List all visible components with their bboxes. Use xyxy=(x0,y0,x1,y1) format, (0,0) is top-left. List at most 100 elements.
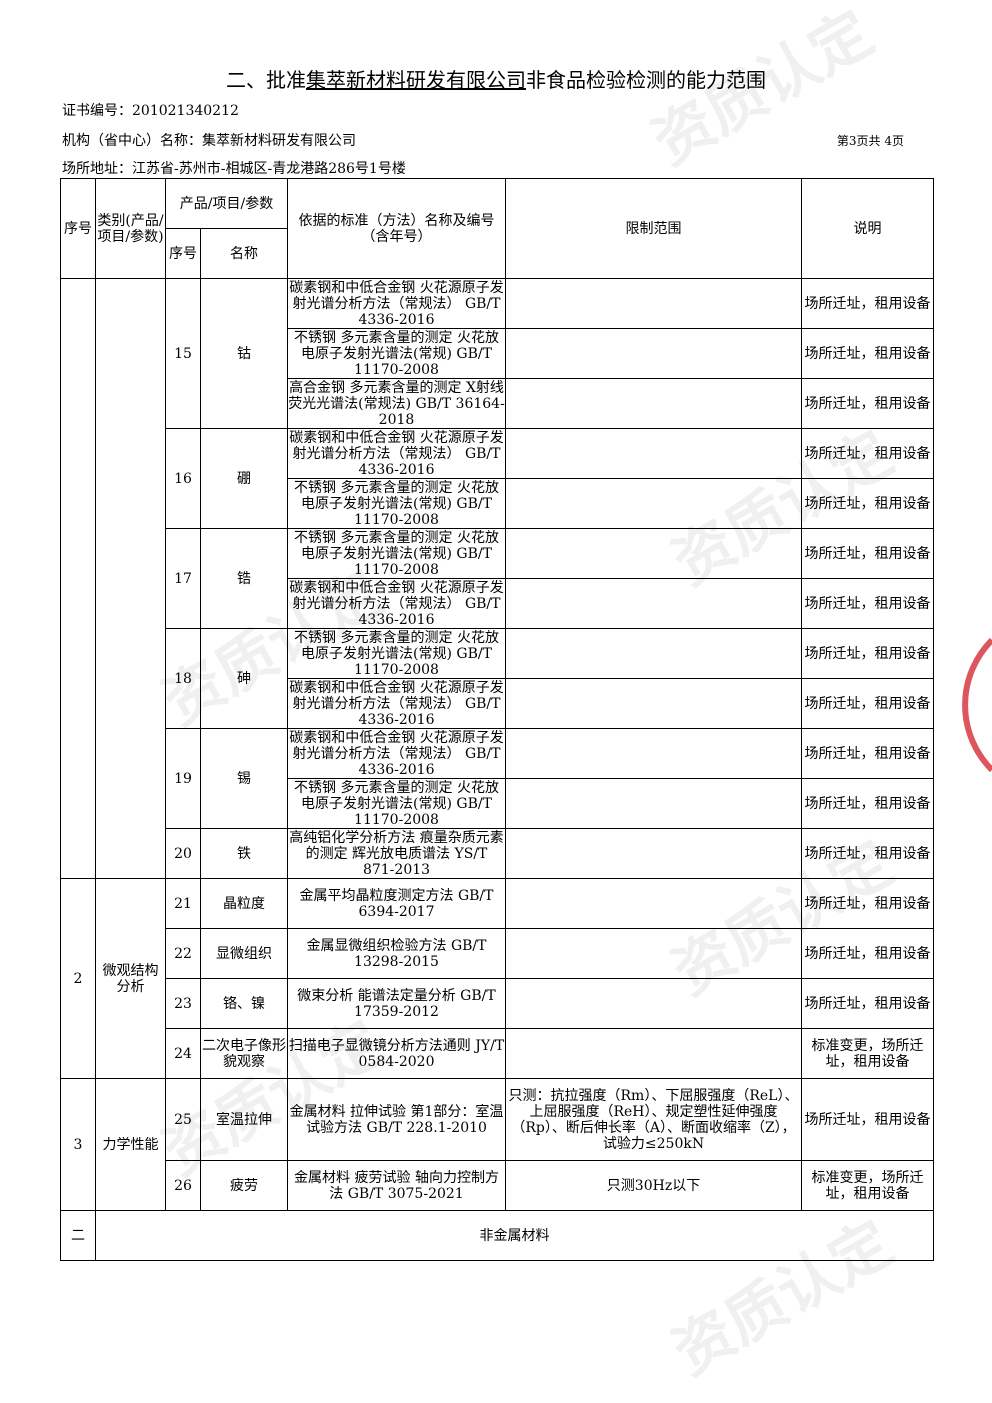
header-product: 产品/项目/参数 xyxy=(165,178,288,229)
table-row: 不锈钢 多元素含量的测定 火花放电原子发射光谱法(常规) GB/T 11170-… xyxy=(61,778,934,829)
item-number-text: 24 xyxy=(174,1045,192,1062)
table-row: 不锈钢 多元素含量的测定 火花放电原子发射光谱法(常规) GB/T 11170-… xyxy=(61,478,934,529)
section-seq-text: 二 xyxy=(71,1227,85,1244)
note-cell: 场所迁址，租用设备 xyxy=(801,728,934,779)
limit-cell xyxy=(505,628,802,679)
standard-cell: 高合金钢 多元素含量的测定 X射线荧光光谱法(常规法) GB/T 36164-2… xyxy=(287,378,506,429)
item-number: 20 xyxy=(165,828,201,879)
note-cell-text: 场所迁址，租用设备 xyxy=(804,695,931,712)
standard-cell-text: 碳素钢和中低合金钢 火花源原子发射光谱分析方法（常规法） GB/T 4336-2… xyxy=(289,679,504,728)
limit-cell xyxy=(505,278,802,329)
limit-cell xyxy=(505,328,802,379)
standard-cell-text: 微束分析 能谱法定量分析 GB/T 17359-2012 xyxy=(297,987,496,1020)
title-suffix: 非食品检验检测的能力范围 xyxy=(526,68,766,92)
group-category-text: 微观结构分析 xyxy=(102,962,159,995)
note-cell-text: 场所迁址，租用设备 xyxy=(804,395,931,412)
item-name-text: 锡 xyxy=(237,770,251,787)
limit-cell xyxy=(505,1028,802,1079)
red-seal-stamp xyxy=(962,637,992,773)
standard-cell-text: 金属材料 拉伸试验 第1部分：室温试验方法 GB/T 228.1-2010 xyxy=(289,1103,504,1136)
item-number-text: 25 xyxy=(174,1111,192,1128)
standard-cell-text: 不锈钢 多元素含量的测定 火花放电原子发射光谱法(常规) GB/T 11170-… xyxy=(294,629,499,678)
group-seq-text: 2 xyxy=(73,970,83,987)
standard-cell-text: 不锈钢 多元素含量的测定 火花放电原子发射光谱法(常规) GB/T 11170-… xyxy=(294,329,499,378)
item-number: 25 xyxy=(165,1078,201,1161)
note-cell: 标准变更，场所迁址，租用设备 xyxy=(801,1028,934,1079)
limit-cell xyxy=(505,828,802,879)
limit-cell-text: 只测30Hz以下 xyxy=(606,1177,701,1194)
group-category: 力学性能 xyxy=(95,1078,166,1211)
item-number: 16 xyxy=(165,428,201,529)
header-sub-seq: 序号 xyxy=(165,228,201,279)
note-cell-text: 场所迁址，租用设备 xyxy=(804,795,931,812)
standard-cell-text: 碳素钢和中低合金钢 火花源原子发射光谱分析方法（常规法） GB/T 4336-2… xyxy=(289,579,504,628)
group-category-text: 力学性能 xyxy=(102,1136,159,1153)
header-standard: 依据的标准（方法）名称及编号（含年号） xyxy=(287,178,506,279)
standard-cell-text: 碳素钢和中低合金钢 火花源原子发射光谱分析方法（常规法） GB/T 4336-2… xyxy=(289,429,504,478)
item-number-text: 19 xyxy=(174,770,192,787)
standard-cell: 碳素钢和中低合金钢 火花源原子发射光谱分析方法（常规法） GB/T 4336-2… xyxy=(287,428,506,479)
limit-cell xyxy=(505,428,802,479)
standard-cell: 碳素钢和中低合金钢 火花源原子发射光谱分析方法（常规法） GB/T 4336-2… xyxy=(287,278,506,329)
standard-cell: 不锈钢 多元素含量的测定 火花放电原子发射光谱法(常规) GB/T 11170-… xyxy=(287,478,506,529)
item-number-text: 18 xyxy=(174,670,192,687)
limit-cell xyxy=(505,678,802,729)
item-number: 19 xyxy=(165,728,201,829)
stamp-outer-ring xyxy=(962,637,992,773)
note-cell: 场所迁址，租用设备 xyxy=(801,778,934,829)
org-name: 机构（省中心）名称：集萃新材料研发有限公司 xyxy=(62,133,356,149)
standard-cell: 碳素钢和中低合金钢 火花源原子发射光谱分析方法（常规法） GB/T 4336-2… xyxy=(287,578,506,629)
capability-table: 序号 类别(产品/项目/参数) 产品/项目/参数 依据的标准（方法）名称及编号（… xyxy=(60,178,934,1261)
item-name: 铁 xyxy=(200,828,288,879)
table-row: 3 力学性能 25 室温拉伸 金属材料 拉伸试验 第1部分：室温试验方法 GB/T 22… xyxy=(60,1078,934,1211)
header-note: 说明 xyxy=(801,178,934,279)
note-cell-text: 场所迁址，租用设备 xyxy=(804,545,931,562)
item-number: 24 xyxy=(165,1028,201,1079)
item-name-text: 显微组织 xyxy=(216,945,272,962)
limit-cell xyxy=(505,728,802,779)
item-name: 疲劳 xyxy=(200,1160,288,1211)
limit-cell xyxy=(505,378,802,429)
note-cell: 场所迁址，租用设备 xyxy=(801,978,934,1029)
group-seq xyxy=(60,278,96,879)
note-cell-text: 场所迁址，租用设备 xyxy=(804,995,931,1012)
note-cell: 场所迁址，租用设备 xyxy=(801,278,934,329)
limit-cell xyxy=(505,778,802,829)
item-name: 室温拉伸 xyxy=(200,1078,288,1161)
note-cell: 场所迁址，租用设备 xyxy=(801,478,934,529)
note-cell: 场所迁址，租用设备 xyxy=(801,628,934,679)
item-name-text: 硼 xyxy=(237,470,251,487)
limit-cell xyxy=(505,578,802,629)
header-limit: 限制范围 xyxy=(505,178,802,279)
standard-cell-text: 金属显微组织检验方法 GB/T 13298-2015 xyxy=(306,937,487,970)
note-cell-text: 场所迁址，租用设备 xyxy=(804,295,931,312)
standard-cell: 碳素钢和中低合金钢 火花源原子发射光谱分析方法（常规法） GB/T 4336-2… xyxy=(287,728,506,779)
item-name-text: 铁 xyxy=(237,845,251,862)
standard-cell: 高纯铝化学分析方法 痕量杂质元素的测定 辉光放电质谱法 YS/T 871-201… xyxy=(287,828,506,879)
standard-cell-text: 不锈钢 多元素含量的测定 火花放电原子发射光谱法(常规) GB/T 11170-… xyxy=(294,529,499,578)
note-cell-text: 场所迁址，租用设备 xyxy=(804,1111,931,1128)
limit-cell-text: 只测：抗拉强度（Rm）、下屈服强度（ReL）、上屈服强度（ReH）、规定塑性延伸… xyxy=(508,1087,799,1152)
item-number-text: 15 xyxy=(174,345,192,362)
item-name-text: 二次电子像形貌观察 xyxy=(202,1037,286,1070)
item-number-text: 26 xyxy=(174,1177,192,1194)
header-category: 类别(产品/项目/参数) xyxy=(95,178,166,279)
section-label: 非金属材料 xyxy=(95,1210,934,1261)
address: 场所地址：江苏省-苏州市-相城区-青龙港路286号1号楼 xyxy=(62,161,406,177)
section-label-text: 非金属材料 xyxy=(479,1227,550,1244)
item-name-text: 铬、镍 xyxy=(223,995,265,1012)
note-cell-text: 场所迁址，租用设备 xyxy=(804,745,931,762)
standard-cell-text: 不锈钢 多元素含量的测定 火花放电原子发射光谱法(常规) GB/T 11170-… xyxy=(294,479,499,528)
item-number: 15 xyxy=(165,278,201,429)
item-name: 晶粒度 xyxy=(200,878,288,929)
table-row: 16 硼 碳素钢和中低合金钢 火花源原子发射光谱分析方法（常规法） GB/T 433… xyxy=(61,428,934,529)
cert-number: 证书编号：201021340212 xyxy=(62,103,239,119)
table-row: 碳素钢和中低合金钢 火花源原子发射光谱分析方法（常规法） GB/T 4336-2… xyxy=(61,578,934,629)
limit-cell: 只测30Hz以下 xyxy=(505,1160,802,1211)
standard-cell: 金属材料 疲劳试验 轴向力控制方法 GB/T 3075-2021 xyxy=(287,1160,506,1211)
limit-cell: 只测：抗拉强度（Rm）、下屈服强度（ReL）、上屈服强度（ReH）、规定塑性延伸… xyxy=(505,1078,802,1161)
group-seq: 3 xyxy=(60,1078,96,1211)
limit-cell xyxy=(505,928,802,979)
standard-cell: 碳素钢和中低合金钢 火花源原子发射光谱分析方法（常规法） GB/T 4336-2… xyxy=(287,678,506,729)
note-cell: 标准变更，场所迁址，租用设备 xyxy=(801,1160,934,1211)
